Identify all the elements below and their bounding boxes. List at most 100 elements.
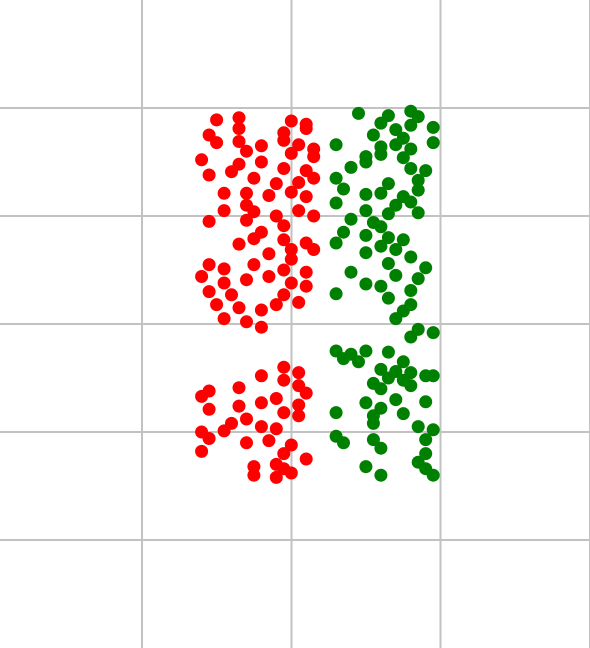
data-point <box>381 257 395 270</box>
data-point <box>381 371 395 385</box>
data-point <box>389 138 403 152</box>
data-point <box>299 122 313 135</box>
data-point <box>284 252 298 266</box>
data-point <box>232 111 246 125</box>
data-point <box>344 265 358 279</box>
data-point <box>254 320 268 334</box>
data-point <box>352 355 365 369</box>
data-point <box>404 330 418 344</box>
data-point <box>381 291 395 305</box>
data-point <box>337 352 350 366</box>
data-point <box>307 171 321 185</box>
data-point <box>366 128 380 142</box>
data-point <box>254 396 268 410</box>
data-point <box>411 173 425 187</box>
data-point <box>419 261 433 275</box>
data-point <box>217 424 231 438</box>
data-point <box>329 287 343 301</box>
data-point <box>359 460 373 474</box>
data-point <box>404 284 418 297</box>
data-point <box>202 432 216 445</box>
data-point <box>292 204 306 218</box>
data-point <box>232 237 246 251</box>
data-point <box>411 206 425 220</box>
data-point <box>277 373 291 387</box>
data-point <box>202 214 216 228</box>
data-point <box>426 423 440 437</box>
data-point <box>329 236 343 250</box>
data-point <box>344 212 358 226</box>
data-point <box>247 468 261 482</box>
data-point <box>344 160 358 174</box>
data-point <box>262 247 276 261</box>
data-point <box>374 468 388 482</box>
data-point <box>292 176 306 189</box>
data-point <box>374 279 388 293</box>
data-point <box>352 106 365 120</box>
data-point <box>299 452 313 466</box>
data-point <box>202 285 216 299</box>
data-point <box>247 258 261 272</box>
data-point <box>411 272 425 286</box>
data-point <box>210 136 224 150</box>
data-point <box>240 213 253 227</box>
data-point <box>374 441 388 455</box>
data-point <box>404 195 418 209</box>
data-point <box>240 273 253 287</box>
data-point <box>269 177 283 191</box>
data-point <box>396 233 410 247</box>
data-point <box>419 433 433 447</box>
data-point <box>389 243 403 256</box>
data-point <box>262 270 276 283</box>
data-point <box>374 382 388 396</box>
data-point <box>359 187 373 201</box>
data-point <box>396 151 410 165</box>
data-point <box>337 436 350 450</box>
data-point <box>195 270 209 283</box>
data-point <box>359 246 373 260</box>
data-point <box>389 312 403 326</box>
data-point <box>254 369 268 383</box>
data-point <box>292 138 306 152</box>
data-point <box>374 362 388 376</box>
data-point <box>381 207 395 221</box>
data-point <box>396 355 410 369</box>
data-point <box>210 113 224 127</box>
data-point <box>217 204 231 218</box>
data-point <box>240 144 253 158</box>
data-point <box>202 168 216 182</box>
data-point <box>217 312 231 326</box>
data-point <box>240 186 253 200</box>
data-point <box>225 165 238 179</box>
data-point <box>359 277 373 291</box>
data-point <box>254 139 268 153</box>
data-point <box>217 186 231 200</box>
data-point <box>404 250 418 264</box>
data-point <box>210 298 224 312</box>
series-0 <box>195 111 321 484</box>
data-point <box>411 183 425 197</box>
data-point <box>426 326 440 340</box>
data-point <box>262 434 276 448</box>
data-point <box>329 196 343 210</box>
data-point <box>419 395 433 409</box>
data-point <box>374 239 388 253</box>
data-point <box>217 262 231 276</box>
data-point <box>277 219 291 233</box>
data-point <box>269 392 283 405</box>
data-point <box>262 189 276 202</box>
data-point <box>284 276 298 290</box>
data-point <box>284 114 298 128</box>
data-point <box>277 162 291 175</box>
data-point <box>426 120 440 134</box>
data-point <box>277 288 291 302</box>
data-point <box>404 379 418 393</box>
data-point <box>404 118 418 132</box>
data-point <box>202 402 216 416</box>
data-point <box>247 171 261 185</box>
data-point <box>254 303 268 317</box>
data-point <box>307 150 321 164</box>
data-points <box>195 104 440 484</box>
data-point <box>299 386 313 400</box>
